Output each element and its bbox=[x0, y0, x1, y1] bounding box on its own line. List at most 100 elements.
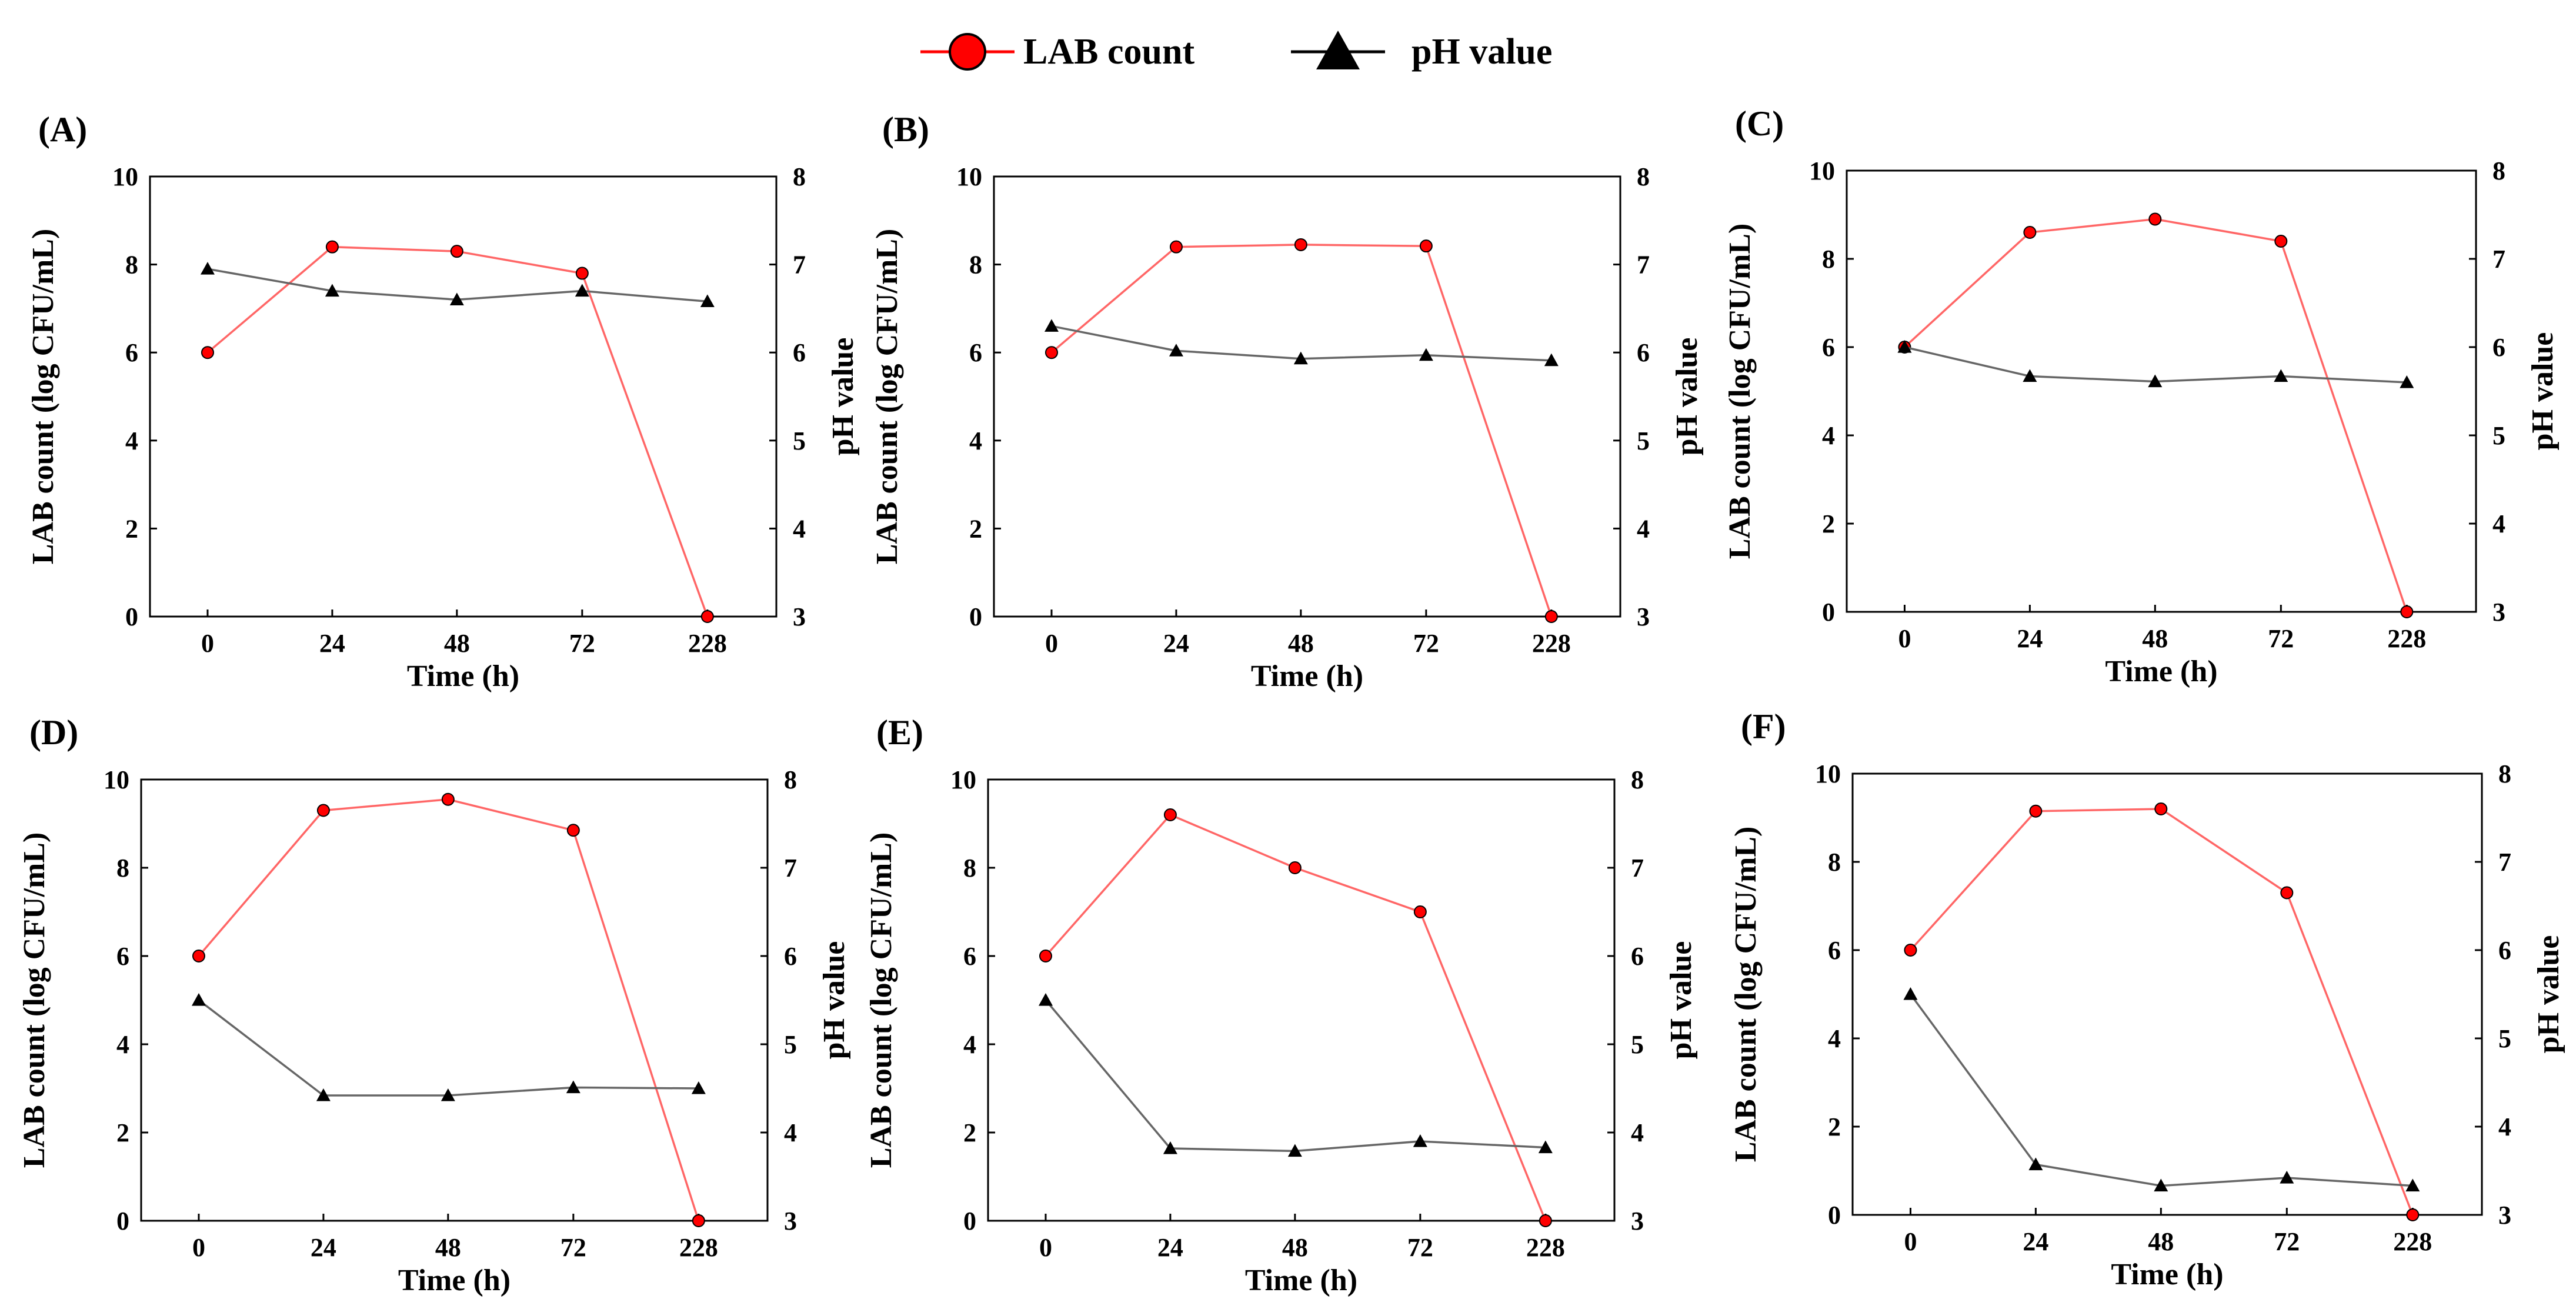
x-tick-label: 48 bbox=[1282, 1233, 1308, 1262]
x-tick-label: 0 bbox=[1904, 1227, 1917, 1256]
y-tick-label: 4 bbox=[1822, 421, 1835, 450]
y2-tick-label: 8 bbox=[1631, 765, 1644, 794]
x-tick-label: 24 bbox=[2017, 624, 2043, 653]
legend-ph-label: pH value bbox=[1412, 32, 1552, 72]
y2-tick-label: 8 bbox=[784, 765, 797, 794]
ph-value-point bbox=[1544, 353, 1559, 367]
ph-value-point bbox=[691, 1081, 706, 1094]
y2-axis-title: pH value bbox=[817, 941, 851, 1060]
ph-value-point bbox=[2023, 369, 2037, 382]
y-tick-label: 8 bbox=[969, 251, 982, 279]
y-tick-label: 6 bbox=[969, 338, 982, 367]
plot-frame bbox=[1851, 772, 2483, 1216]
y-tick-label: 4 bbox=[125, 427, 138, 455]
x-axis-title: Time (h) bbox=[1251, 660, 1363, 693]
y-tick-label: 0 bbox=[963, 1207, 976, 1235]
y2-tick-label: 5 bbox=[2492, 421, 2505, 450]
panel-label: (F) bbox=[1741, 707, 1786, 746]
y2-tick-label: 4 bbox=[793, 514, 806, 543]
ph-value-point bbox=[2405, 1178, 2420, 1192]
x-axis-title: Time (h) bbox=[2105, 655, 2217, 688]
y2-tick-label: 3 bbox=[2498, 1201, 2511, 1230]
y2-tick-label: 6 bbox=[1631, 942, 1644, 971]
y-tick-label: 8 bbox=[1828, 848, 1841, 877]
y-axis-title: LAB count (log CFU/mL) bbox=[1729, 827, 1763, 1163]
ph-value-point bbox=[316, 1088, 331, 1101]
lab-count-point bbox=[2029, 804, 2043, 818]
ph-value-point bbox=[700, 294, 715, 308]
x-tick-label: 72 bbox=[1413, 629, 1439, 658]
lab-count-point bbox=[700, 610, 714, 623]
y-tick-label: 0 bbox=[1828, 1201, 1841, 1230]
x-axis-title: Time (h) bbox=[2111, 1258, 2223, 1291]
y2-tick-label: 5 bbox=[784, 1030, 797, 1059]
lab-count-point bbox=[1904, 944, 1917, 957]
legend-ph-marker bbox=[1316, 31, 1360, 69]
x-tick-label: 0 bbox=[1045, 629, 1058, 658]
x-tick-label: 228 bbox=[2387, 624, 2426, 653]
lab-count-line bbox=[1050, 244, 1553, 617]
lab-count-point bbox=[2148, 212, 2162, 226]
x-tick-label: 24 bbox=[1157, 1233, 1183, 1262]
lab-count-point bbox=[575, 267, 589, 280]
y-tick-label: 4 bbox=[969, 427, 982, 455]
x-tick-label: 228 bbox=[1532, 629, 1571, 658]
y-axis-title: LAB count (log CFU/mL) bbox=[18, 832, 51, 1168]
legend: LAB count pH value bbox=[920, 31, 1552, 72]
x-tick-label: 72 bbox=[2268, 624, 2294, 653]
ph-value-point bbox=[1538, 1140, 1553, 1154]
y2-tick-label: 8 bbox=[2498, 760, 2511, 788]
x-tick-label: 48 bbox=[444, 629, 470, 658]
y2-tick-label: 4 bbox=[2498, 1113, 2511, 1141]
x-tick-label: 72 bbox=[569, 629, 595, 658]
y2-tick-label: 3 bbox=[784, 1207, 797, 1235]
x-tick-label: 228 bbox=[688, 629, 727, 658]
ph-value-point bbox=[1163, 1141, 1177, 1154]
y-axis-title: LAB count (log CFU/mL) bbox=[1723, 224, 1757, 559]
y2-tick-label: 5 bbox=[1631, 1030, 1644, 1059]
lab-count-point bbox=[2280, 886, 2294, 900]
plot-frame bbox=[149, 175, 778, 618]
y2-axis-title: pH value bbox=[1670, 338, 1704, 456]
x-tick-label: 72 bbox=[1407, 1233, 1433, 1262]
plot-frame bbox=[993, 175, 1621, 618]
lab-count-point bbox=[1419, 239, 1433, 253]
lab-count-line bbox=[198, 798, 700, 1221]
ph-value-point bbox=[449, 292, 464, 306]
y2-tick-label: 3 bbox=[2492, 598, 2505, 627]
y2-tick-label: 4 bbox=[784, 1118, 797, 1147]
x-tick-label: 0 bbox=[1039, 1233, 1052, 1262]
y2-tick-label: 5 bbox=[1637, 427, 1650, 455]
y2-tick-label: 5 bbox=[793, 427, 806, 455]
lab-count-point bbox=[1039, 950, 1052, 962]
ph-value-point bbox=[2274, 369, 2288, 382]
ph-value-point bbox=[1413, 1134, 1427, 1147]
y-tick-label: 2 bbox=[125, 514, 138, 543]
lab-count-point bbox=[201, 346, 214, 359]
y-tick-label: 10 bbox=[112, 162, 138, 191]
ph-value-point bbox=[575, 284, 589, 297]
lab-count-line bbox=[1910, 808, 2414, 1215]
y-tick-label: 6 bbox=[1828, 936, 1841, 965]
y-tick-label: 2 bbox=[1822, 509, 1835, 538]
x-tick-label: 24 bbox=[311, 1233, 336, 1262]
y-tick-label: 4 bbox=[116, 1030, 129, 1059]
legend-lab-marker bbox=[949, 33, 986, 71]
y-tick-label: 6 bbox=[1822, 333, 1835, 362]
y-axis-title: LAB count (log CFU/mL) bbox=[865, 832, 898, 1168]
y-tick-label: 0 bbox=[116, 1207, 129, 1235]
lab-count-point bbox=[2406, 1208, 2420, 1221]
ph-value-point bbox=[1293, 351, 1308, 365]
ph-value-point bbox=[200, 262, 215, 275]
x-tick-label: 48 bbox=[2142, 624, 2168, 653]
ph-value-point bbox=[191, 993, 206, 1006]
lab-count-point bbox=[2023, 226, 2037, 239]
ph-value-point bbox=[2028, 1157, 2043, 1171]
y2-tick-label: 7 bbox=[2498, 848, 2511, 877]
y2-tick-label: 3 bbox=[1631, 1207, 1644, 1235]
y2-tick-label: 4 bbox=[1631, 1118, 1644, 1147]
x-axis-title: Time (h) bbox=[407, 660, 519, 693]
x-tick-label: 72 bbox=[2274, 1227, 2300, 1256]
